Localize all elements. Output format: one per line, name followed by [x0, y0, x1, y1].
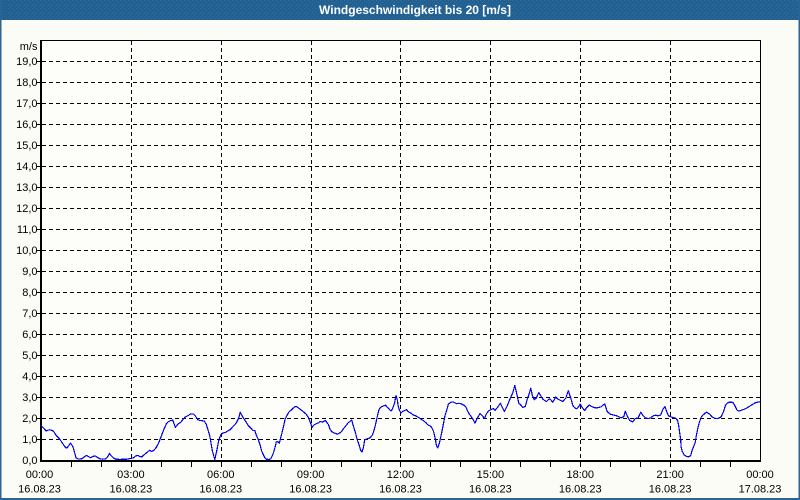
svg-text:15:00: 15:00 [477, 469, 505, 481]
svg-text:Windgeschwindigkeit bis 20 [m/: Windgeschwindigkeit bis 20 [m/s] [319, 3, 511, 17]
svg-text:16.08.23: 16.08.23 [649, 484, 692, 496]
svg-text:00:00: 00:00 [26, 469, 54, 481]
svg-text:2,0: 2,0 [22, 413, 37, 425]
svg-text:9,0: 9,0 [22, 266, 37, 278]
svg-text:15,0: 15,0 [16, 140, 37, 152]
svg-text:3,0: 3,0 [22, 392, 37, 404]
svg-text:09:00: 09:00 [297, 469, 325, 481]
svg-text:18:00: 18:00 [566, 469, 594, 481]
svg-text:16.08.23: 16.08.23 [109, 484, 152, 496]
svg-text:10,0: 10,0 [16, 245, 37, 257]
svg-text:7,0: 7,0 [22, 308, 37, 320]
svg-text:17,0: 17,0 [16, 98, 37, 110]
svg-text:16,0: 16,0 [16, 119, 37, 131]
svg-text:0,0: 0,0 [22, 455, 37, 467]
svg-text:12:00: 12:00 [387, 469, 415, 481]
svg-text:16.08.23: 16.08.23 [289, 484, 332, 496]
svg-text:m/s: m/s [20, 41, 38, 53]
svg-text:16.08.23: 16.08.23 [559, 484, 602, 496]
svg-text:19,0: 19,0 [16, 56, 37, 68]
svg-text:13,0: 13,0 [16, 182, 37, 194]
svg-text:00:00: 00:00 [746, 469, 774, 481]
svg-text:21:00: 21:00 [656, 469, 684, 481]
svg-text:16.08.23: 16.08.23 [199, 484, 242, 496]
svg-text:6,0: 6,0 [22, 329, 37, 341]
svg-text:17.08.23: 17.08.23 [739, 484, 782, 496]
svg-text:12,0: 12,0 [16, 203, 37, 215]
svg-text:11,0: 11,0 [17, 224, 38, 236]
svg-text:8,0: 8,0 [22, 287, 37, 299]
svg-text:5,0: 5,0 [22, 350, 37, 362]
svg-text:18,0: 18,0 [16, 77, 37, 89]
svg-text:16.08.23: 16.08.23 [379, 484, 422, 496]
svg-text:16.08.23: 16.08.23 [18, 484, 61, 496]
svg-text:06:00: 06:00 [207, 469, 235, 481]
svg-text:4,0: 4,0 [22, 371, 37, 383]
svg-text:03:00: 03:00 [117, 469, 145, 481]
svg-text:14,0: 14,0 [16, 161, 37, 173]
svg-text:1,0: 1,0 [22, 434, 37, 446]
svg-text:16.08.23: 16.08.23 [469, 484, 512, 496]
